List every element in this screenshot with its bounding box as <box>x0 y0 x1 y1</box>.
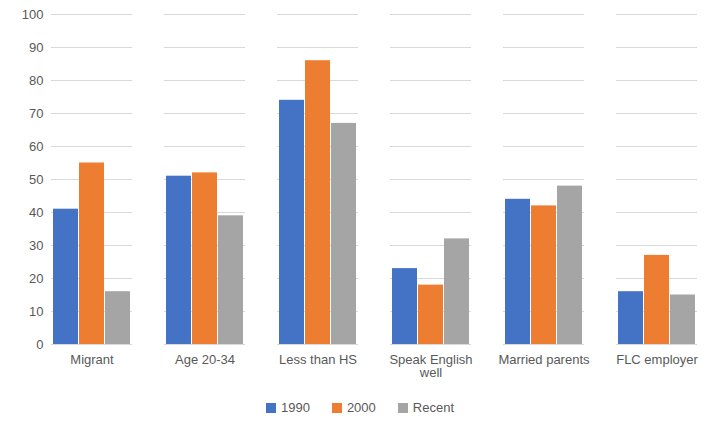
svg-text:70: 70 <box>29 106 43 121</box>
svg-text:30: 30 <box>29 238 43 253</box>
svg-text:10: 10 <box>29 304 43 319</box>
svg-text:Speak Englishwell: Speak Englishwell <box>389 352 472 380</box>
svg-text:50: 50 <box>29 172 43 187</box>
svg-text:Married parents: Married parents <box>498 352 590 367</box>
svg-text:FLC employer: FLC employer <box>616 352 698 367</box>
svg-text:Less than HS: Less than HS <box>279 352 357 367</box>
html-text:2000: 2000 <box>346 400 376 415</box>
svg-text:90: 90 <box>29 40 43 55</box>
svg-text:0: 0 <box>36 337 43 352</box>
svg-text:Age 20-34: Age 20-34 <box>175 352 235 367</box>
html-text:Recent: Recent <box>412 400 454 415</box>
svg-text:Migrant: Migrant <box>70 352 114 367</box>
svg-text:60: 60 <box>29 139 43 154</box>
html-text:1990: 1990 <box>281 400 310 415</box>
svg-text:80: 80 <box>29 73 43 88</box>
svg-text:40: 40 <box>29 205 43 220</box>
svg-text:20: 20 <box>29 271 43 286</box>
svg-text:100: 100 <box>22 7 44 22</box>
